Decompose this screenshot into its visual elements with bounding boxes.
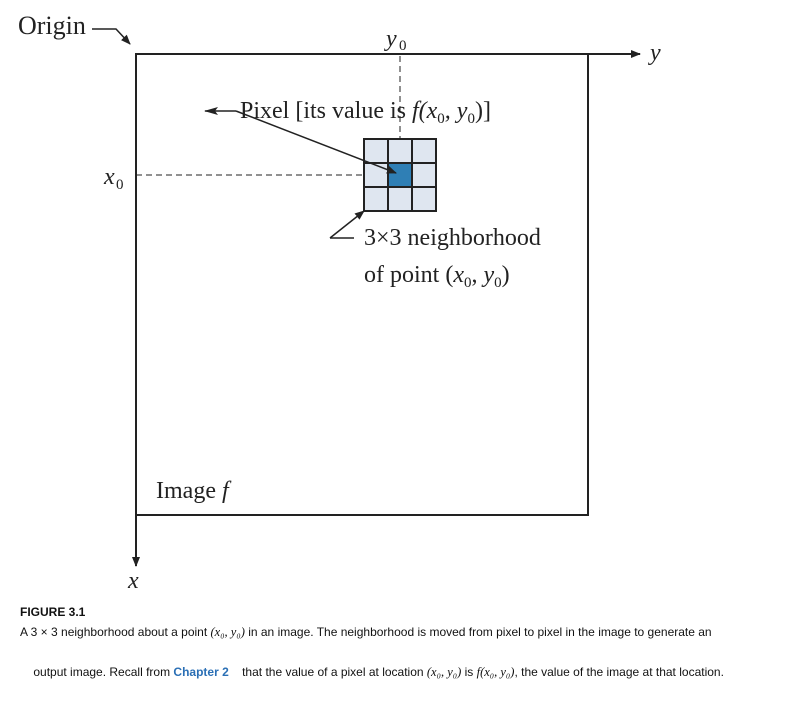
neighborhood-pointer-line — [329, 210, 365, 239]
pixel-label: Pixel [its value is f(x0, y0)] — [240, 98, 491, 127]
pixel-label-sub-x: 0 — [437, 111, 445, 127]
x0-letter: x — [103, 164, 115, 190]
neighbor-cell — [411, 186, 437, 212]
image-label-text: Image — [156, 478, 222, 504]
origin-leader — [92, 28, 131, 45]
caption-line1-b: in an image. The neighborhood is moved f… — [244, 625, 712, 639]
neighbor-cell — [363, 138, 389, 164]
caption-line2-a: output image. Recall from — [33, 665, 174, 679]
y-axis-label: y — [648, 40, 661, 66]
pixel-label-y: , y — [445, 98, 468, 124]
pixel-label-text: Pixel [its value is — [240, 98, 412, 124]
neighbor-cell — [387, 138, 413, 164]
figure-diagram: Origin y x y 0 x 0 Pixel [its value is f… — [18, 11, 661, 594]
figure-caption: FIGURE 3.1 A 3 × 3 neighborhood about a … — [20, 602, 780, 702]
x-axis-label: x — [127, 568, 139, 594]
figure-title: FIGURE 3.1 — [20, 605, 86, 619]
neighborhood-line2-text: of point ( — [364, 262, 453, 288]
pixel-label-fx: f(x — [412, 98, 438, 124]
caption-line-1: A 3 × 3 neighborhood about a point (x₀, … — [20, 622, 780, 642]
neighbor-cell — [387, 186, 413, 212]
caption-line-2: output image. Recall from Chapter 2 that… — [20, 642, 780, 702]
center-pixel — [387, 162, 413, 188]
image-label-f: f — [222, 478, 232, 504]
neighbor-cell — [363, 186, 389, 212]
neighbor-cell — [411, 138, 437, 164]
neighborhood-line2-y: y — [481, 262, 494, 288]
neighborhood-grid — [363, 138, 437, 212]
caption-line1-math: (x₀, y₀) — [210, 625, 245, 639]
y0-letter: y — [384, 26, 397, 52]
neighborhood-line2-end: ) — [502, 262, 510, 288]
y0-label: y 0 — [384, 26, 407, 54]
neighbor-cell — [411, 162, 437, 188]
caption-line2-d: , the value of the image at that locatio… — [514, 665, 724, 679]
neighborhood-label-line1: 3×3 neighborhood — [364, 225, 541, 251]
origin-label: Origin — [18, 11, 86, 40]
neighborhood-line2-sub-x: 0 — [464, 275, 472, 291]
x0-subscript: 0 — [116, 177, 124, 193]
caption-line2-b: that the value of a pixel at location — [228, 665, 427, 679]
neighborhood-label-line2: of point (x0, y0) — [364, 262, 510, 291]
caption-line1-a: A 3 × 3 neighborhood about a point — [20, 625, 211, 639]
caption-line2-math1: (x₀, y₀) — [426, 665, 462, 679]
neighbor-cell — [363, 162, 389, 188]
neighborhood-line2-x: x — [452, 262, 464, 288]
image-label: Image f — [156, 478, 232, 504]
x0-label: x 0 — [103, 164, 124, 193]
caption-line2-c: is — [461, 665, 477, 679]
neighborhood-line2-comma: , — [471, 262, 483, 288]
neighborhood-line2-sub-y: 0 — [494, 275, 502, 291]
pixel-pointer-line — [235, 110, 397, 174]
pixel-label-sub-y: 0 — [467, 111, 475, 127]
chapter-2-link[interactable]: Chapter 2 — [173, 665, 229, 679]
caption-line2-math2: f(x₀, y₀) — [476, 665, 515, 679]
y0-subscript: 0 — [399, 38, 407, 54]
pixel-label-end: )] — [475, 98, 491, 124]
